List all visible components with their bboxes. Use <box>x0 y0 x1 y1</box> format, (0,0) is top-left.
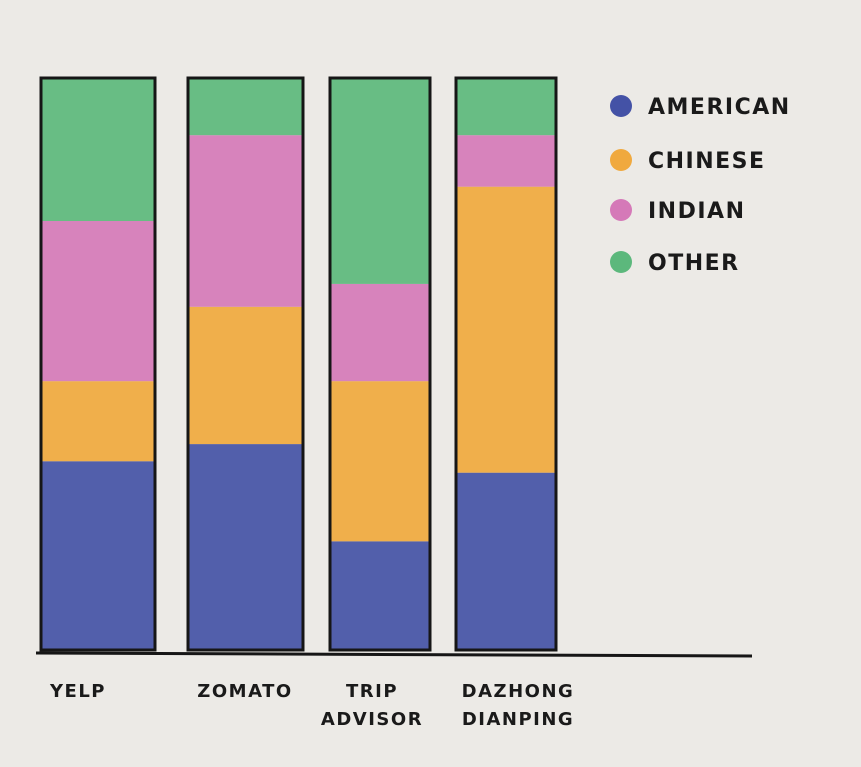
bar-outline-1 <box>186 76 305 652</box>
bar-segment-chinese-1 <box>188 306 303 445</box>
category-label-2-0: TRIP <box>346 681 398 702</box>
bar-segment-indian-1 <box>188 135 303 307</box>
bar-segment-chinese-2 <box>330 381 430 542</box>
bar-outline-0 <box>39 76 157 652</box>
category-label-1-0: ZOMATO <box>197 681 292 702</box>
x-axis-baseline <box>35 651 753 658</box>
legend-label-indian: INDIAN <box>648 199 745 224</box>
bar-outline-2 <box>328 76 432 652</box>
legend-label-chinese: CHINESE <box>648 149 766 174</box>
bar-segment-american-2 <box>330 541 430 650</box>
category-label-0-0: YELP <box>49 681 106 702</box>
category-label-3-0: DAZHONG <box>462 681 575 702</box>
bar-segment-other-3 <box>456 78 556 136</box>
legend-label-other: OTHER <box>648 251 740 276</box>
legend-swatch-chinese <box>610 149 632 171</box>
bar-segment-other-0 <box>41 78 155 221</box>
bar-segment-indian-3 <box>456 135 556 187</box>
bar-segment-american-3 <box>456 472 556 650</box>
bar-segment-indian-2 <box>330 283 430 382</box>
category-label-2-1: ADVISOR <box>321 709 423 730</box>
legend-swatch-indian <box>610 199 632 221</box>
legend-swatch-american <box>610 95 632 117</box>
category-label-3-1: DIANPING <box>462 709 574 730</box>
legend-label-american: AMERICAN <box>648 95 791 120</box>
bar-segment-chinese-0 <box>41 381 155 462</box>
bar-segment-chinese-3 <box>456 186 556 473</box>
bar-segment-other-2 <box>330 78 430 284</box>
bar-segment-american-0 <box>41 461 155 650</box>
bar-segment-american-1 <box>188 444 303 650</box>
legend-swatch-other <box>610 251 632 273</box>
bar-segment-indian-0 <box>41 221 155 382</box>
bar-segment-other-1 <box>188 78 303 136</box>
bar-outline-3 <box>454 76 558 652</box>
